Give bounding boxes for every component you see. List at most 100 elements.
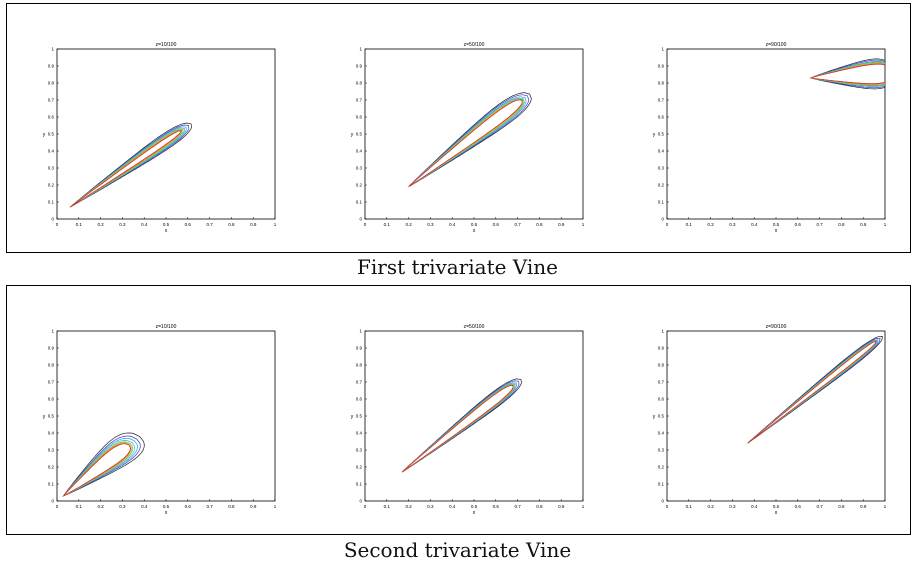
x-tick-label: 0.7 (514, 222, 521, 227)
y-tick-label: 0.9 (48, 346, 55, 351)
x-tick-label: 0 (364, 222, 367, 227)
y-tick-label: 0.1 (356, 200, 363, 205)
x-tick-label: 0.1 (384, 222, 391, 227)
y-tick-label: 0.4 (48, 149, 55, 154)
contour-level-8 (809, 63, 885, 84)
x-tick-label: 0.8 (536, 222, 543, 227)
y-tick-label: 0.6 (356, 115, 363, 120)
x-tick-label: 0.2 (707, 222, 714, 227)
x-axis-label: x (775, 510, 778, 516)
x-tick-label: 0.1 (686, 222, 693, 227)
x-tick-label: 0.1 (686, 504, 693, 509)
y-tick-label: 1 (51, 329, 54, 334)
contour-plot-3: z=90/100 0 0.1 0.2 0.3 0.4 0.5 0.6 0.7 0.8 0.9 1 0 0.… (653, 42, 887, 234)
x-tick-label: 0.5 (471, 504, 478, 509)
x-tick-label: 0.6 (795, 504, 802, 509)
x-tick-label: 0.4 (751, 222, 758, 227)
x-tick-label: 0.3 (729, 504, 736, 509)
y-tick-label: 0.2 (356, 183, 363, 188)
x-tick-label: 0.1 (384, 504, 391, 509)
x-tick-label: 0.8 (838, 504, 845, 509)
caption-first-vine: First trivariate Vine (356, 255, 559, 279)
y-tick-label: 0.1 (658, 482, 665, 487)
y-tick-label: 0.5 (356, 414, 363, 419)
x-tick-label: 1 (274, 222, 277, 227)
y-tick-label: 0.5 (658, 132, 665, 137)
x-tick-label: 0 (56, 504, 59, 509)
x-tick-label: 0.3 (427, 222, 434, 227)
x-tick-label: 0 (666, 504, 669, 509)
contour-level-3 (63, 437, 138, 497)
x-tick-label: 0 (364, 504, 367, 509)
y-tick-label: 0.3 (48, 448, 55, 453)
y-tick-label: 0.8 (356, 81, 363, 86)
y-tick-label: 0.6 (658, 397, 665, 402)
x-tick-label: 0.9 (860, 504, 867, 509)
y-tick-label: 0.8 (48, 363, 55, 368)
plot-title: z=90/100 (766, 42, 787, 48)
plot-title: z=10/100 (156, 42, 177, 48)
contour-plot-6: z=90/100 0 0.1 0.2 0.3 0.4 0.5 0.6 0.7 0.8 0.9 1 0 0.… (653, 324, 887, 516)
x-tick-label: 0.5 (163, 222, 170, 227)
x-tick-label: 0.2 (707, 504, 714, 509)
x-tick-label: 0 (666, 222, 669, 227)
y-tick-label: 1 (359, 329, 362, 334)
contour-plot-1: z=10/100 0 0.1 0.2 0.3 0.4 0.5 0.6 0.7 0.8 0.9 1 0 0.… (43, 42, 277, 234)
x-tick-label: 0.6 (185, 222, 192, 227)
y-axis-label: y (351, 414, 354, 420)
plot-title: z=50/100 (464, 42, 485, 48)
caption-second-vine: Second trivariate Vine (343, 538, 572, 562)
x-tick-label: 0.4 (141, 504, 148, 509)
y-tick-label: 1 (661, 329, 664, 334)
y-tick-label: 0.3 (48, 166, 55, 171)
y-tick-label: 0.5 (658, 414, 665, 419)
y-tick-label: 0.7 (356, 98, 363, 103)
x-axis-label: x (165, 510, 168, 516)
x-axis-label: x (473, 510, 476, 516)
plot-title: z=50/100 (464, 324, 485, 330)
plot-title: z=10/100 (156, 324, 177, 330)
y-tick-label: 0 (51, 217, 54, 222)
x-tick-label: 0.8 (838, 222, 845, 227)
y-tick-label: 0.8 (48, 81, 55, 86)
y-tick-label: 0.7 (48, 380, 55, 385)
contour-level-2 (408, 94, 530, 188)
x-tick-label: 0.3 (119, 504, 126, 509)
x-tick-label: 0.6 (493, 222, 500, 227)
contour-level-2 (809, 59, 885, 89)
contour-lines (747, 336, 883, 444)
x-tick-label: 1 (274, 504, 277, 509)
y-tick-label: 0.5 (48, 132, 55, 137)
x-tick-label: 0.9 (250, 504, 257, 509)
contour-level-1 (809, 58, 885, 90)
axes-box (666, 48, 886, 220)
y-tick-label: 0.1 (356, 482, 363, 487)
y-tick-label: 0 (51, 499, 54, 504)
x-tick-label: 0.7 (206, 222, 213, 227)
y-tick-label: 0.4 (658, 149, 665, 154)
y-axis-label: y (43, 414, 46, 420)
contour-lines (809, 58, 885, 90)
contour-lines (69, 122, 192, 208)
x-tick-label: 0 (56, 222, 59, 227)
y-tick-label: 0.6 (658, 115, 665, 120)
y-axis-label: y (653, 132, 656, 138)
y-tick-label: 0.7 (658, 98, 665, 103)
y-tick-label: 0 (661, 217, 664, 222)
x-tick-label: 0.8 (536, 504, 543, 509)
y-axis-label: y (351, 132, 354, 138)
y-axis-label: y (653, 414, 656, 420)
y-tick-label: 0.9 (48, 64, 55, 69)
x-tick-label: 1 (884, 504, 887, 509)
x-tick-label: 0.9 (860, 222, 867, 227)
x-tick-label: 0.8 (228, 222, 235, 227)
x-tick-label: 0.5 (471, 222, 478, 227)
axes-box (364, 48, 584, 220)
y-tick-label: 1 (359, 47, 362, 52)
y-tick-label: 0.9 (356, 346, 363, 351)
x-tick-label: 0.5 (773, 222, 780, 227)
axes-box (364, 330, 584, 502)
y-tick-label: 0.1 (48, 482, 55, 487)
x-tick-label: 0.2 (97, 222, 104, 227)
